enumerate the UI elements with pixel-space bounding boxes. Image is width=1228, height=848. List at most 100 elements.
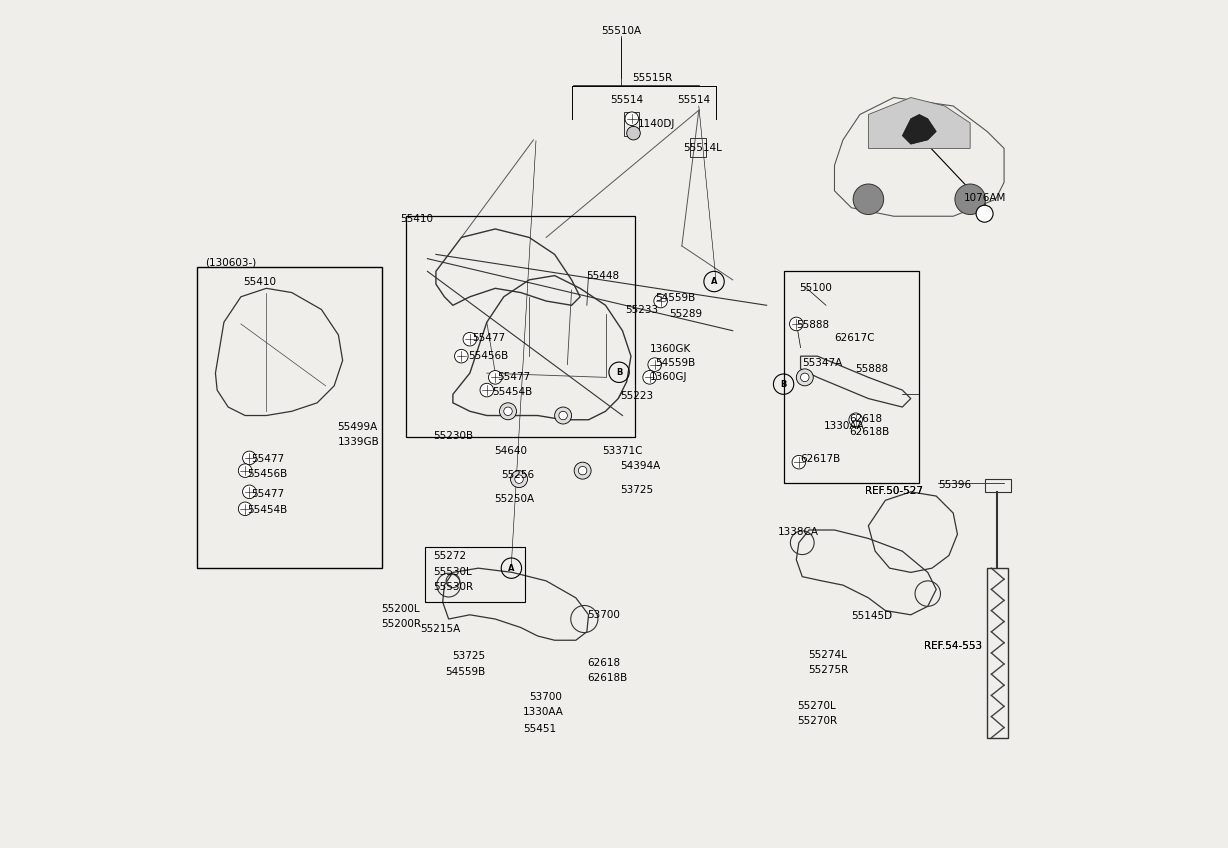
Text: REF.54-553: REF.54-553 [925,641,982,651]
Circle shape [792,455,806,469]
Circle shape [489,371,502,384]
Text: 55510A: 55510A [600,26,641,36]
Text: 55256: 55256 [501,470,534,480]
Circle shape [511,471,528,488]
Circle shape [243,451,257,465]
Circle shape [555,407,571,424]
Text: 1360GJ: 1360GJ [650,371,688,382]
Text: 55477: 55477 [473,333,506,343]
Text: 53700: 53700 [529,692,562,702]
Circle shape [625,112,639,126]
Bar [985,479,1011,492]
Text: 55274L: 55274L [808,650,847,660]
Bar [783,271,920,483]
Circle shape [642,371,657,384]
Circle shape [243,485,257,499]
Text: B: B [781,380,787,388]
Text: 55396: 55396 [938,480,971,490]
Text: 1338CA: 1338CA [777,527,819,537]
Text: 62617C: 62617C [835,333,876,343]
Text: 1330AA: 1330AA [523,707,564,717]
Text: 55272: 55272 [433,551,467,561]
Text: 55888: 55888 [796,320,829,330]
Text: 55448: 55448 [586,271,619,282]
Text: 55477: 55477 [251,488,284,499]
Text: 62618B: 62618B [850,427,890,438]
Text: 55499A: 55499A [338,421,378,432]
Text: B: B [616,368,623,377]
Text: 55410: 55410 [400,214,433,224]
Text: 1140DJ: 1140DJ [637,119,675,129]
Text: 55275R: 55275R [808,665,849,675]
Text: 55451: 55451 [523,724,556,734]
Text: 55477: 55477 [251,454,284,464]
Text: 1339GB: 1339GB [338,437,379,447]
Bar [690,138,706,157]
Circle shape [454,349,468,363]
Circle shape [238,502,252,516]
Text: 55100: 55100 [799,283,831,293]
Text: 55454B: 55454B [247,505,287,516]
Text: 55200L: 55200L [381,604,420,614]
Circle shape [790,317,803,331]
Text: 55514L: 55514L [684,143,722,153]
Text: 54559B: 54559B [446,667,485,678]
Circle shape [503,407,512,416]
Text: 55456B: 55456B [247,469,287,479]
Circle shape [955,184,985,215]
Text: 55410: 55410 [243,277,276,287]
Text: 55514: 55514 [610,95,643,105]
Text: 54394A: 54394A [620,461,661,471]
Text: 54559B: 54559B [655,293,695,304]
Text: 55230B: 55230B [433,431,474,441]
Text: 55250A: 55250A [495,494,534,504]
Text: 62617B: 62617B [801,454,841,464]
Text: 55289: 55289 [669,309,702,319]
Text: 55223: 55223 [620,391,653,401]
Text: 55515R: 55515R [632,73,673,83]
Text: 53371C: 53371C [602,446,642,456]
Circle shape [578,466,587,475]
Text: 62618: 62618 [587,658,620,668]
Text: 55200R: 55200R [381,619,421,629]
Text: 55456B: 55456B [468,351,508,361]
Circle shape [653,294,668,308]
Text: 55270R: 55270R [797,716,837,726]
Text: 62618: 62618 [850,414,883,424]
Text: 53725: 53725 [452,651,485,661]
Circle shape [515,475,523,483]
Text: 55888: 55888 [855,364,888,374]
Text: 55454B: 55454B [492,387,532,397]
Text: 1330AA: 1330AA [824,421,866,431]
Circle shape [238,464,252,477]
Text: 55514: 55514 [678,95,711,105]
Bar [987,568,1008,738]
Text: 1076AM: 1076AM [964,193,1006,204]
Bar [406,216,635,437]
Circle shape [463,332,476,346]
Text: A: A [508,564,515,572]
Bar [196,267,382,568]
Circle shape [801,373,809,382]
Text: 53700: 53700 [587,610,620,620]
Text: 55233: 55233 [625,305,658,315]
Circle shape [559,411,567,420]
Circle shape [500,403,517,420]
Text: 62618B: 62618B [587,673,628,683]
Bar [624,112,640,136]
Text: 54559B: 54559B [655,358,695,368]
Text: REF.50-527: REF.50-527 [865,486,923,496]
Text: 55215A: 55215A [421,624,460,634]
Text: 54640: 54640 [495,446,528,456]
Text: 55347A: 55347A [802,358,842,368]
Text: 55530R: 55530R [433,582,474,592]
Text: 55145D: 55145D [851,611,893,621]
Circle shape [976,205,993,222]
Text: A: A [711,277,717,286]
Circle shape [853,184,884,215]
Text: REF.50-527: REF.50-527 [865,486,923,496]
Circle shape [575,462,591,479]
Text: 55270L: 55270L [797,700,836,711]
Text: 53725: 53725 [620,485,653,495]
Text: 55477: 55477 [497,371,530,382]
